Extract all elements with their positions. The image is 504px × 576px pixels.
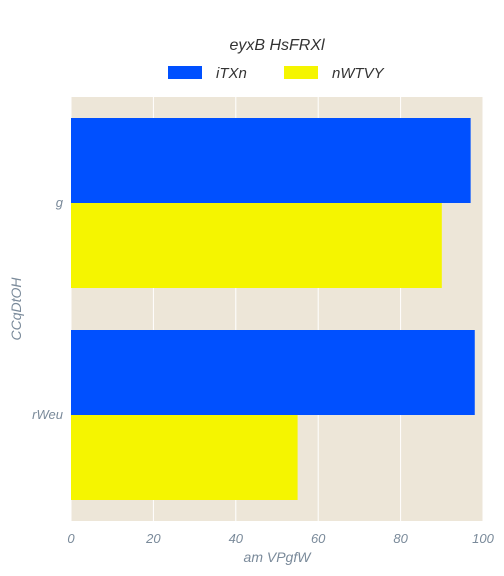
x-tick-labels: 0 20 40 60 80 100 <box>67 531 494 546</box>
legend-label-nWTVY: nWTVY <box>332 65 385 82</box>
x-tick-label: 0 <box>67 531 75 546</box>
y-tick-labels: g rWeu <box>32 195 64 422</box>
y-axis-label: CCqDtOH <box>8 277 24 341</box>
chart-title: eyxB HsFRXl <box>229 37 325 54</box>
bars <box>71 118 475 500</box>
bar-nWTVY-g <box>71 203 442 288</box>
x-tick-label: 40 <box>229 531 244 546</box>
x-axis-label: am VPgfW <box>244 549 313 565</box>
legend-swatch-iTXn <box>168 66 202 79</box>
legend[interactable]: iTXn nWTVY <box>168 65 385 82</box>
legend-label-iTXn: iTXn <box>216 65 247 82</box>
bar-iTXn-g <box>71 118 471 203</box>
y-tick-label: g <box>56 195 64 210</box>
x-tick-label: 20 <box>145 531 161 546</box>
legend-swatch-nWTVY <box>284 66 318 79</box>
x-tick-label: 100 <box>472 531 494 546</box>
x-tick-label: 80 <box>393 531 408 546</box>
bar-iTXn-rWeu <box>71 330 475 415</box>
x-tick-label: 60 <box>311 531 326 546</box>
bar-nWTVY-rWeu <box>71 415 298 500</box>
y-tick-label: rWeu <box>32 407 63 422</box>
